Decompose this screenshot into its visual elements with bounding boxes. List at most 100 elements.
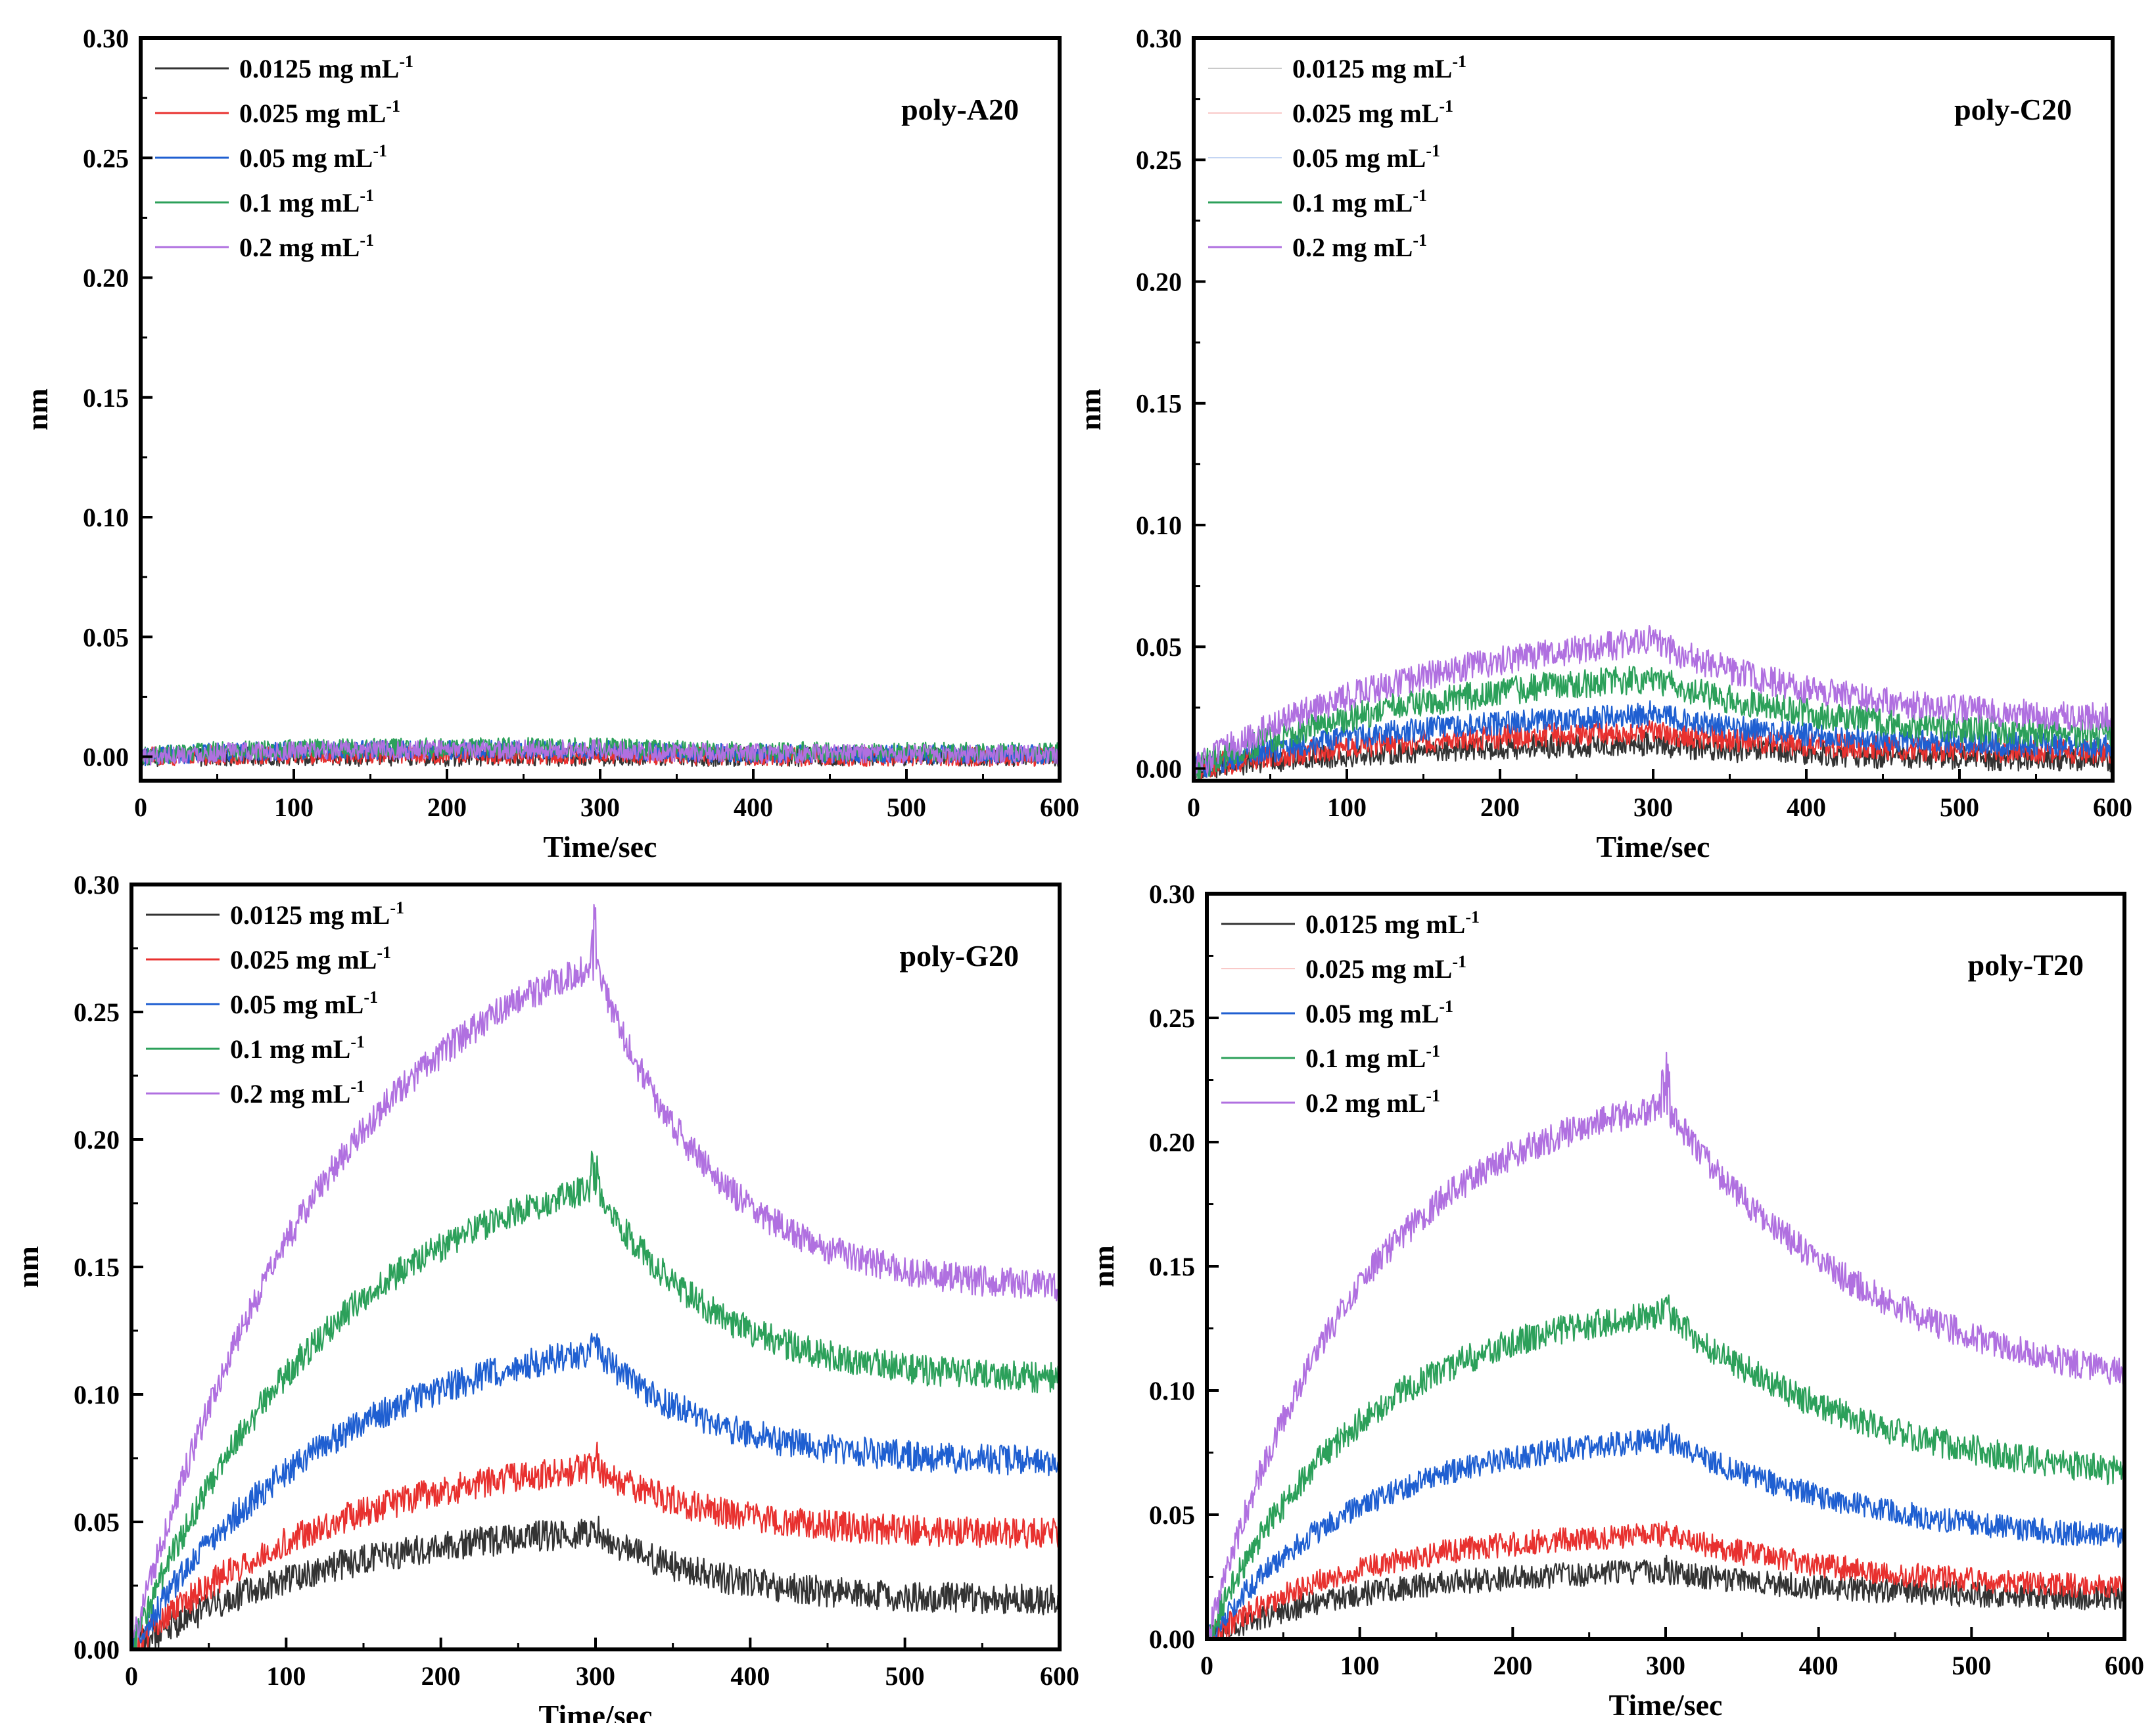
- y-tick-label: 0.10: [1149, 1376, 1195, 1406]
- y-tick-label: 0.15: [1136, 389, 1182, 419]
- x-tick-label: 0: [1187, 793, 1200, 822]
- panel-label: poly-C20: [1954, 93, 2072, 126]
- x-tick-label: 300: [580, 793, 620, 822]
- y-axis-title: nm: [1073, 388, 1107, 430]
- y-tick-label: 0.20: [1136, 267, 1182, 296]
- series-line-5: [141, 739, 1060, 766]
- series-line-5: [1207, 1051, 2124, 1638]
- x-tick-label: 600: [2105, 1651, 2144, 1680]
- series-line-1: [132, 1515, 1060, 1649]
- y-tick-label: 0.20: [74, 1125, 120, 1155]
- legend: 0.0125 mg mL-1 0.025 mg mL-1 0.05 mg mL-1 0…: [1221, 907, 1480, 1118]
- y-tick-label: 0.10: [1136, 511, 1182, 540]
- x-tick-label: 500: [887, 793, 926, 822]
- x-tick-label: 500: [1952, 1651, 1991, 1680]
- y-tick-label: 0.15: [83, 383, 129, 413]
- legend-label-4: 0.1 mg mL-1: [239, 186, 374, 218]
- series-line-5: [1194, 624, 2113, 781]
- legend-label-1: 0.0125 mg mL-1: [230, 898, 404, 930]
- legend-label-2: 0.025 mg mL-1: [230, 943, 391, 975]
- y-tick-label: 0.00: [1149, 1624, 1195, 1654]
- x-tick-label: 0: [125, 1661, 138, 1691]
- panel-label: poly-T20: [1968, 948, 2084, 982]
- y-tick-label: 0.10: [74, 1380, 120, 1410]
- legend-label-4: 0.1 mg mL-1: [230, 1032, 365, 1064]
- legend-label-2: 0.025 mg mL-1: [1305, 952, 1466, 984]
- y-tick-label: 0.20: [1149, 1128, 1195, 1157]
- x-axis-title: Time/sec: [544, 830, 657, 863]
- legend: 0.0125 mg mL-1 0.025 mg mL-1 0.05 mg mL-1 0…: [146, 898, 404, 1109]
- series-line-3: [132, 1333, 1060, 1649]
- series-line-4: [1194, 666, 2113, 781]
- x-tick-label: 200: [1480, 793, 1520, 822]
- x-tick-label: 100: [274, 793, 314, 822]
- series-group: [1194, 624, 2113, 781]
- y-tick-label: 0.15: [74, 1252, 120, 1282]
- legend-label-5: 0.2 mg mL-1: [1305, 1086, 1440, 1118]
- series-group: [141, 737, 1060, 768]
- x-tick-label: 200: [1493, 1651, 1532, 1680]
- x-tick-label: 600: [1040, 1661, 1079, 1691]
- y-tick-label: 0.25: [83, 143, 129, 173]
- legend-label-5: 0.2 mg mL-1: [1292, 231, 1427, 262]
- x-axis-title: Time/sec: [1597, 830, 1710, 863]
- y-axis-title: nm: [20, 388, 54, 430]
- chart-panel-1: 0.00 0.05 0.10 0.15 0.20 0.25 0.30 0 100 200 300 40…: [20, 24, 1079, 863]
- legend-label-5: 0.2 mg mL-1: [230, 1077, 365, 1109]
- legend-label-2: 0.025 mg mL-1: [1292, 97, 1453, 128]
- y-axis-title: nm: [1087, 1245, 1120, 1287]
- x-tick-label: 600: [2093, 793, 2132, 822]
- y-tick-label: 0.00: [83, 743, 129, 772]
- series-line-1: [1207, 1554, 2124, 1639]
- legend-label-4: 0.1 mg mL-1: [1305, 1042, 1440, 1073]
- x-tick-label: 300: [576, 1661, 615, 1691]
- x-tick-label: 400: [1787, 793, 1826, 822]
- y-tick-label: 0.25: [1149, 1003, 1195, 1033]
- legend-label-1: 0.0125 mg mL-1: [239, 52, 413, 83]
- x-tick-label: 100: [266, 1661, 306, 1691]
- legend: 0.0125 mg mL-1 0.025 mg mL-1 0.05 mg mL-1 0…: [155, 52, 413, 262]
- x-axis-title: Time/sec: [539, 1699, 653, 1723]
- x-tick-label: 600: [1040, 793, 1079, 822]
- x-tick-label: 200: [421, 1661, 461, 1691]
- y-tick-label: 0.30: [1136, 24, 1182, 53]
- y-tick-label: 0.30: [1149, 879, 1195, 909]
- x-tick-label: 300: [1633, 793, 1673, 822]
- series-line-5: [131, 904, 1060, 1649]
- series-line-2: [1207, 1521, 2124, 1639]
- x-tick-label: 200: [427, 793, 467, 822]
- x-tick-label: 100: [1340, 1651, 1380, 1680]
- series-line-4: [131, 1150, 1060, 1649]
- y-tick-label: 0.05: [1149, 1500, 1195, 1530]
- legend-label-3: 0.05 mg mL-1: [1305, 997, 1453, 1028]
- legend-label-4: 0.1 mg mL-1: [1292, 186, 1427, 218]
- legend-label-1: 0.0125 mg mL-1: [1305, 907, 1480, 939]
- y-axis-title: nm: [11, 1246, 45, 1288]
- legend-label-3: 0.05 mg mL-1: [239, 141, 387, 173]
- x-axis-title: Time/sec: [1609, 1688, 1723, 1722]
- y-tick-label: 0.05: [74, 1507, 120, 1537]
- y-tick-label: 0.20: [83, 264, 129, 293]
- y-tick-label: 0.00: [74, 1635, 120, 1665]
- legend: 0.0125 mg mL-1 0.025 mg mL-1 0.05 mg mL-1 0…: [1208, 52, 1466, 262]
- legend-label-5: 0.2 mg mL-1: [239, 231, 374, 262]
- x-tick-label: 300: [1646, 1651, 1685, 1680]
- x-tick-label: 500: [1940, 793, 1979, 822]
- series-line-3: [1207, 1423, 2124, 1639]
- legend-label-3: 0.05 mg mL-1: [230, 988, 378, 1019]
- chart-panel-3: 0.00 0.05 0.10 0.15 0.20 0.25 0.30 0 100 200 300 40…: [11, 870, 1079, 1723]
- x-tick-label: 0: [134, 793, 147, 822]
- panel-label: poly-G20: [900, 939, 1019, 973]
- y-tick-label: 0.10: [83, 503, 129, 532]
- series-group: [131, 904, 1060, 1649]
- x-tick-label: 400: [1799, 1651, 1839, 1680]
- series-line-2: [131, 1441, 1060, 1649]
- series-line-4: [1207, 1294, 2124, 1639]
- y-tick-label: 0.15: [1149, 1252, 1195, 1281]
- x-tick-label: 100: [1327, 793, 1367, 822]
- series-group: [1207, 1051, 2124, 1639]
- legend-label-3: 0.05 mg mL-1: [1292, 141, 1440, 173]
- y-tick-label: 0.30: [83, 24, 129, 53]
